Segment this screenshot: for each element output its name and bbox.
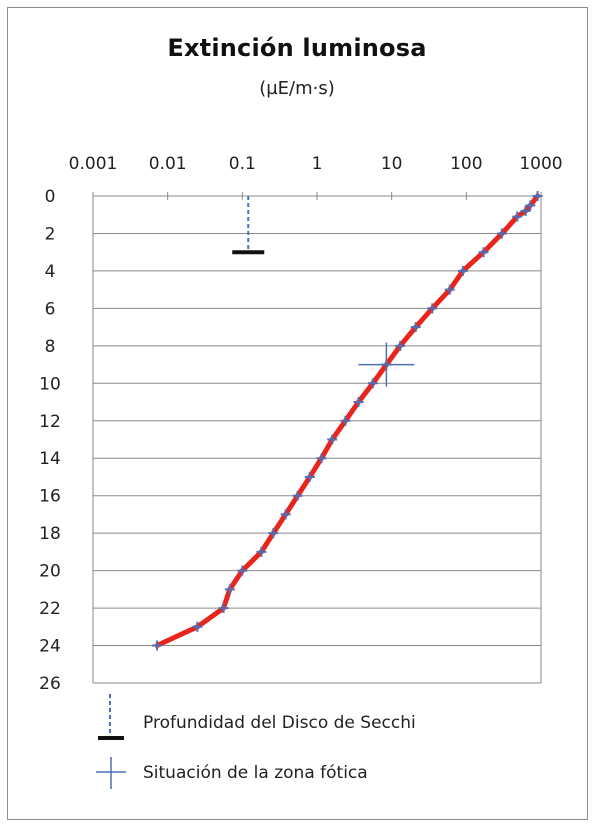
- y-tick-label: 0: [45, 187, 56, 207]
- chart-title: Extinción luminosa: [167, 34, 427, 62]
- curve-point-marker: [353, 397, 364, 408]
- x-tick-label: 0.1: [229, 154, 256, 174]
- curve-point-marker: [340, 415, 351, 426]
- curve-point-marker: [410, 322, 421, 333]
- x-tick-label: 0.01: [149, 154, 187, 174]
- curve-point-marker: [192, 621, 203, 632]
- curve-point-marker: [224, 584, 235, 595]
- chart-subtitle: (µE/m·s): [259, 78, 335, 99]
- curve-point-marker: [218, 603, 229, 614]
- x-tick-labels: 0.001 0.01 0.1 1 10 100 1000: [69, 154, 563, 174]
- axes: [92, 192, 542, 683]
- curve-point-marker: [268, 528, 279, 539]
- curve-point-marker: [520, 205, 531, 216]
- y-tick-label: 22: [39, 599, 61, 619]
- x-tick-label: 0.001: [69, 154, 118, 174]
- curve-point-marker: [304, 471, 315, 482]
- curve-point-marker: [316, 453, 327, 464]
- y-tick-label: 18: [39, 524, 61, 544]
- curve-point-marker: [280, 509, 291, 520]
- y-tick-label: 12: [39, 412, 61, 432]
- y-tick-label: 6: [45, 299, 56, 319]
- grid-lines: [93, 195, 541, 684]
- legend-secchi-label: Profundidad del Disco de Secchi: [143, 713, 416, 733]
- curve-point-marker: [256, 546, 267, 557]
- x-tick-label: 10: [381, 154, 403, 174]
- curve-point-marker: [496, 228, 507, 239]
- curve-point-marker: [237, 565, 248, 576]
- curve-point-marker: [327, 434, 338, 445]
- curve-point-marker: [532, 191, 543, 201]
- legend-zona-label: Situación de la zona fótica: [143, 763, 368, 783]
- y-tick-label: 24: [39, 637, 61, 657]
- curve-point-marker: [427, 303, 438, 314]
- curve-point-marker: [152, 640, 163, 651]
- y-tick-label: 20: [39, 562, 61, 582]
- y-tick-label: 2: [45, 224, 56, 244]
- x-tick-label: 1000: [519, 154, 562, 174]
- curve-point-marker: [525, 200, 536, 211]
- y-tick-label: 16: [39, 487, 61, 507]
- curve-point-marker: [395, 340, 406, 351]
- curve-point-marker: [478, 247, 489, 258]
- x-tick-label: 1: [312, 154, 323, 174]
- legend: Profundidad del Disco de Secchi Situació…: [96, 694, 416, 789]
- y-tick-label: 26: [39, 674, 61, 694]
- y-tick-label: 14: [39, 449, 61, 469]
- chart-frame: [7, 7, 588, 820]
- y-tick-label: 4: [45, 262, 56, 282]
- curve-point-marker: [367, 378, 378, 389]
- curve-point-marker: [457, 265, 468, 276]
- curve-point-marker: [512, 211, 523, 222]
- y-tick-label: 10: [39, 374, 61, 394]
- y-tick-label: 8: [45, 337, 56, 357]
- curve-point-marker: [292, 490, 303, 501]
- series-layer: [152, 191, 543, 651]
- x-tick-label: 100: [450, 154, 482, 174]
- curve-point-marker: [444, 284, 455, 295]
